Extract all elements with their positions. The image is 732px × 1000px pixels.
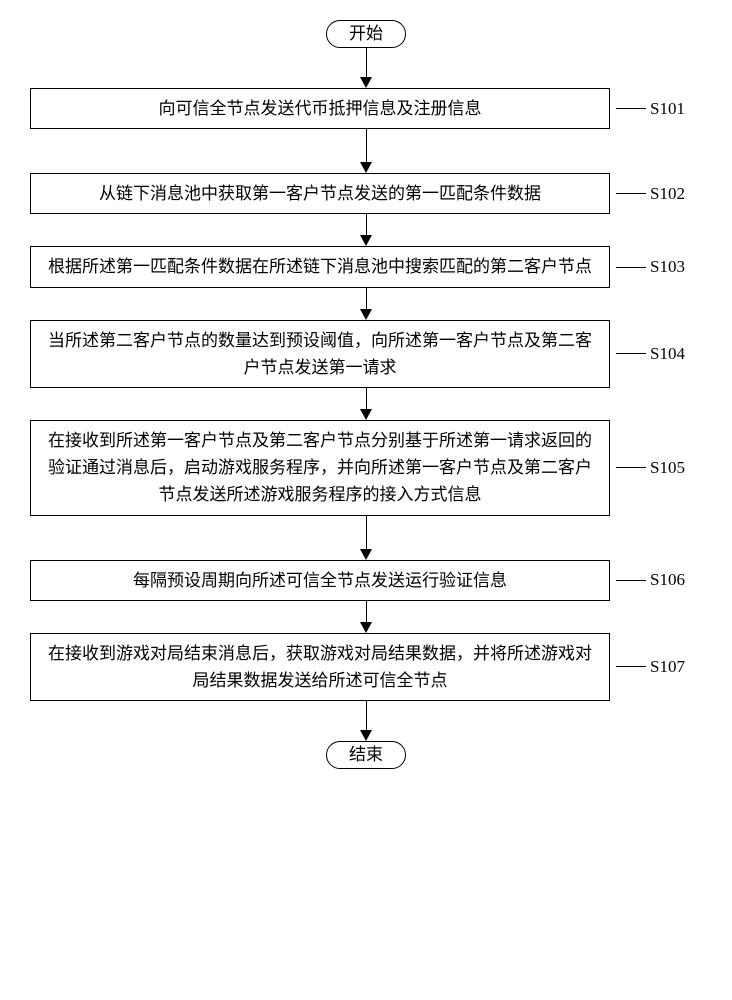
step-text: 向可信全节点发送代币抵押信息及注册信息	[159, 95, 482, 122]
start-label: 开始	[349, 24, 383, 43]
arrow	[360, 214, 372, 246]
step-box-s106: 每隔预设周期向所述可信全节点发送运行验证信息	[30, 560, 610, 601]
step-row-s103: 根据所述第一匹配条件数据在所述链下消息池中搜索匹配的第二客户节点 S103	[30, 246, 702, 287]
step-box-s101: 向可信全节点发送代币抵押信息及注册信息	[30, 88, 610, 129]
arrow	[360, 48, 372, 88]
step-text: 从链下消息池中获取第一客户节点发送的第一匹配条件数据	[99, 180, 541, 207]
step-box-s105: 在接收到所述第一客户节点及第二客户节点分别基于所述第一请求返回的验证通过消息后，…	[30, 420, 610, 516]
step-id: S104	[650, 344, 685, 364]
step-label-s103: S103	[616, 257, 685, 277]
step-label-s102: S102	[616, 184, 685, 204]
step-label-s105: S105	[616, 458, 685, 478]
step-box-s103: 根据所述第一匹配条件数据在所述链下消息池中搜索匹配的第二客户节点	[30, 246, 610, 287]
step-text: 在接收到游戏对局结束消息后，获取游戏对局结果数据，并将所述游戏对局结果数据发送给…	[41, 640, 599, 694]
step-row-s107: 在接收到游戏对局结束消息后，获取游戏对局结果数据，并将所述游戏对局结果数据发送给…	[30, 633, 702, 701]
step-box-s102: 从链下消息池中获取第一客户节点发送的第一匹配条件数据	[30, 173, 610, 214]
step-id: S106	[650, 570, 685, 590]
step-id: S102	[650, 184, 685, 204]
start-terminator: 开始	[326, 20, 406, 48]
end-label: 结束	[349, 745, 383, 764]
step-row-s105: 在接收到所述第一客户节点及第二客户节点分别基于所述第一请求返回的验证通过消息后，…	[30, 420, 702, 516]
step-row-s106: 每隔预设周期向所述可信全节点发送运行验证信息 S106	[30, 560, 702, 601]
flowchart-container: 开始 向可信全节点发送代币抵押信息及注册信息 S101 从链下消息池中获取第一客…	[30, 20, 702, 769]
arrow	[360, 701, 372, 741]
step-text: 根据所述第一匹配条件数据在所述链下消息池中搜索匹配的第二客户节点	[48, 253, 592, 280]
arrow	[360, 601, 372, 633]
step-label-s101: S101	[616, 99, 685, 119]
arrow	[360, 288, 372, 320]
step-box-s107: 在接收到游戏对局结束消息后，获取游戏对局结果数据，并将所述游戏对局结果数据发送给…	[30, 633, 610, 701]
step-row-s101: 向可信全节点发送代币抵押信息及注册信息 S101	[30, 88, 702, 129]
step-id: S107	[650, 657, 685, 677]
step-text: 每隔预设周期向所述可信全节点发送运行验证信息	[133, 567, 507, 594]
step-label-s107: S107	[616, 657, 685, 677]
arrow	[360, 129, 372, 173]
step-box-s104: 当所述第二客户节点的数量达到预设阈值，向所述第一客户节点及第二客户节点发送第一请…	[30, 320, 610, 388]
step-text: 在接收到所述第一客户节点及第二客户节点分别基于所述第一请求返回的验证通过消息后，…	[41, 427, 599, 509]
step-label-s104: S104	[616, 344, 685, 364]
step-row-s102: 从链下消息池中获取第一客户节点发送的第一匹配条件数据 S102	[30, 173, 702, 214]
step-id: S101	[650, 99, 685, 119]
end-terminator: 结束	[326, 741, 406, 769]
arrow	[360, 516, 372, 560]
step-text: 当所述第二客户节点的数量达到预设阈值，向所述第一客户节点及第二客户节点发送第一请…	[41, 327, 599, 381]
arrow	[360, 388, 372, 420]
step-label-s106: S106	[616, 570, 685, 590]
step-id: S103	[650, 257, 685, 277]
step-id: S105	[650, 458, 685, 478]
step-row-s104: 当所述第二客户节点的数量达到预设阈值，向所述第一客户节点及第二客户节点发送第一请…	[30, 320, 702, 388]
